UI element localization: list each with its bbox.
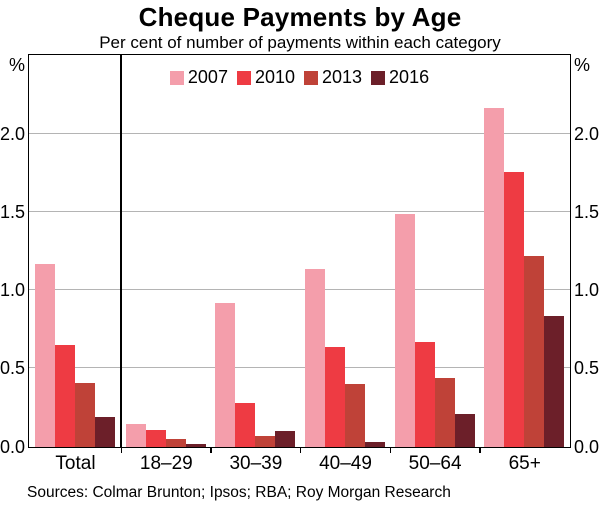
legend-swatch-2013 — [304, 70, 318, 85]
y-tick-label-right: 1.0 — [574, 280, 600, 301]
y-tick-label-left: 0.5 — [0, 358, 26, 379]
x-tick — [299, 446, 302, 453]
legend-label-2013: 2013 — [322, 67, 363, 87]
y-tick-label-right: 1.5 — [574, 201, 600, 222]
y-tick-label-right: 0.0 — [574, 436, 600, 457]
legend: 2007 2010 2013 2016 — [29, 67, 570, 88]
bar-18–29-2007 — [125, 423, 146, 447]
bar-18–29-2013 — [165, 439, 186, 447]
x-tick — [479, 446, 481, 453]
legend-swatch-2010 — [236, 70, 251, 85]
bar-50–64-2010 — [414, 342, 435, 447]
y-tick-label-left: 2.0 — [0, 123, 26, 144]
bar-Total-2013 — [75, 382, 95, 447]
chart-title: Cheque Payments by Age — [138, 2, 462, 32]
bar-50–64-2013 — [434, 378, 455, 447]
y-tick-label-left: 1.5 — [0, 201, 26, 222]
legend-item-2016: 2016 — [371, 67, 429, 88]
bar-65+-2010 — [504, 171, 525, 447]
category-divider-line — [120, 55, 122, 447]
x-category-label-Total: Total — [55, 453, 96, 474]
bar-40–49-2016 — [365, 442, 385, 447]
right-percent-label: % — [574, 55, 591, 75]
legend-item-2013: 2013 — [304, 67, 362, 88]
bar-50–64-2007 — [394, 213, 415, 447]
gridline-2.0 — [29, 132, 570, 134]
x-tick — [210, 446, 212, 453]
bar-65+-2013 — [524, 256, 545, 447]
plot-box: 2007 2010 2013 2016 — [28, 54, 571, 448]
bar-18–29-2016 — [185, 443, 206, 447]
legend-label-2016: 2016 — [389, 67, 430, 87]
chart-subtitle: Per cent of number of payments within ea… — [99, 33, 501, 52]
y-tick-label-right: 0.5 — [574, 358, 600, 379]
bar-Total-2016 — [95, 417, 115, 447]
bar-40–49-2007 — [305, 268, 325, 447]
y-tick-label-left: 1.0 — [0, 280, 26, 301]
x-category-label-30–39: 30–39 — [229, 453, 283, 474]
y-tick-label-left: 0.0 — [0, 436, 26, 457]
bar-30–39-2007 — [215, 303, 236, 447]
x-tick — [389, 446, 392, 453]
x-tick — [120, 446, 123, 453]
bar-50–64-2016 — [454, 414, 475, 447]
x-category-label-40–49: 40–49 — [319, 453, 372, 474]
source-note: Sources: Colmar Brunton; Ipsos; RBA; Roy… — [27, 484, 451, 501]
left-percent-label: % — [8, 55, 25, 75]
bar-18–29-2010 — [145, 429, 166, 447]
legend-item-2007: 2007 — [169, 67, 228, 88]
gridline-1.5 — [29, 210, 570, 212]
x-category-label-18–29: 18–29 — [139, 453, 193, 474]
bar-Total-2010 — [55, 345, 75, 447]
legend-swatch-2016 — [371, 70, 386, 85]
x-category-label-50–64: 50–64 — [408, 453, 462, 474]
bar-40–49-2010 — [325, 346, 345, 447]
legend-label-2010: 2010 — [254, 67, 295, 87]
y-tick-label-right: 2.0 — [574, 123, 600, 144]
legend-label-2007: 2007 — [187, 67, 228, 87]
legend-item-2010: 2010 — [236, 67, 295, 88]
bar-30–39-2016 — [275, 431, 296, 447]
bar-40–49-2013 — [345, 384, 365, 447]
bar-65+-2007 — [484, 107, 505, 447]
bar-Total-2007 — [35, 264, 55, 447]
legend-swatch-2007 — [169, 70, 184, 85]
bar-65+-2016 — [544, 315, 565, 447]
bar-30–39-2013 — [255, 436, 276, 447]
bar-30–39-2010 — [235, 403, 256, 447]
x-category-label-65+: 65+ — [508, 453, 541, 474]
gridline-1.0 — [29, 289, 570, 291]
gridline-0.5 — [29, 367, 570, 369]
